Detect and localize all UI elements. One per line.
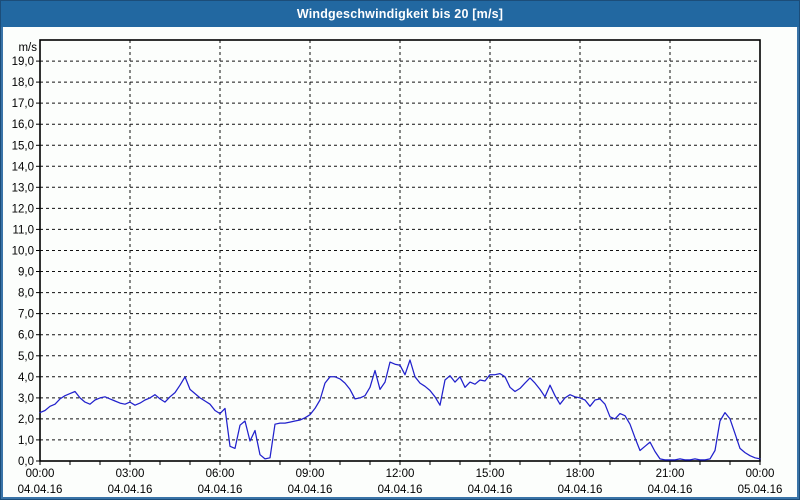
x-tick-time-label: 18:00 — [566, 468, 595, 480]
y-tick-label: 0,0 — [18, 456, 34, 468]
y-tick-label: 9,0 — [18, 267, 34, 279]
x-tick-time-label: 00:00 — [746, 468, 775, 480]
y-tick-label: 18,0 — [12, 77, 34, 89]
y-tick-label: 4,0 — [18, 372, 34, 384]
y-tick-label: 13,0 — [12, 182, 34, 194]
y-tick-label: 15,0 — [12, 140, 34, 152]
x-tick-time-label: 06:00 — [206, 468, 235, 480]
y-tick-label: 17,0 — [12, 98, 34, 110]
y-tick-label: 10,0 — [12, 246, 34, 258]
y-tick-label: 19,0 — [12, 56, 34, 68]
y-tick-label: 3,0 — [18, 393, 34, 405]
x-tick-date-label: 04.04.16 — [648, 484, 693, 496]
x-tick-date-label: 04.04.16 — [108, 484, 153, 496]
x-tick-date-label: 04.04.16 — [18, 484, 63, 496]
x-tick-date-label: 04.04.16 — [378, 484, 423, 496]
x-tick-time-label: 12:00 — [386, 468, 415, 480]
y-tick-label: 5,0 — [18, 351, 34, 363]
x-tick-date-label: 04.04.16 — [558, 484, 603, 496]
y-tick-label: 12,0 — [12, 203, 34, 215]
y-tick-label: 6,0 — [18, 330, 34, 342]
y-tick-label: 16,0 — [12, 119, 34, 131]
y-tick-label: 11,0 — [12, 224, 34, 236]
y-axis-unit-label: m/s — [18, 42, 37, 54]
chart-title-bar: Windgeschwindigkeit bis 20 [m/s] — [1, 1, 799, 27]
x-tick-time-label: 15:00 — [476, 468, 505, 480]
y-tick-label: 1,0 — [18, 435, 34, 447]
y-tick-label: 14,0 — [12, 161, 34, 173]
x-tick-time-label: 21:00 — [656, 468, 685, 480]
y-tick-label: 8,0 — [18, 288, 34, 300]
x-tick-date-label: 04.04.16 — [288, 484, 333, 496]
x-tick-time-label: 03:00 — [116, 468, 145, 480]
x-tick-date-label: 05.04.16 — [738, 484, 783, 496]
y-tick-label: 7,0 — [18, 309, 34, 321]
x-tick-time-label: 09:00 — [296, 468, 325, 480]
x-tick-date-label: 04.04.16 — [198, 484, 243, 496]
y-tick-label: 2,0 — [18, 414, 34, 426]
chart-title: Windgeschwindigkeit bis 20 [m/s] — [296, 7, 504, 21]
wind-speed-line — [39, 359, 761, 461]
x-tick-time-label: 00:00 — [26, 468, 55, 480]
x-tick-date-label: 04.04.16 — [468, 484, 513, 496]
